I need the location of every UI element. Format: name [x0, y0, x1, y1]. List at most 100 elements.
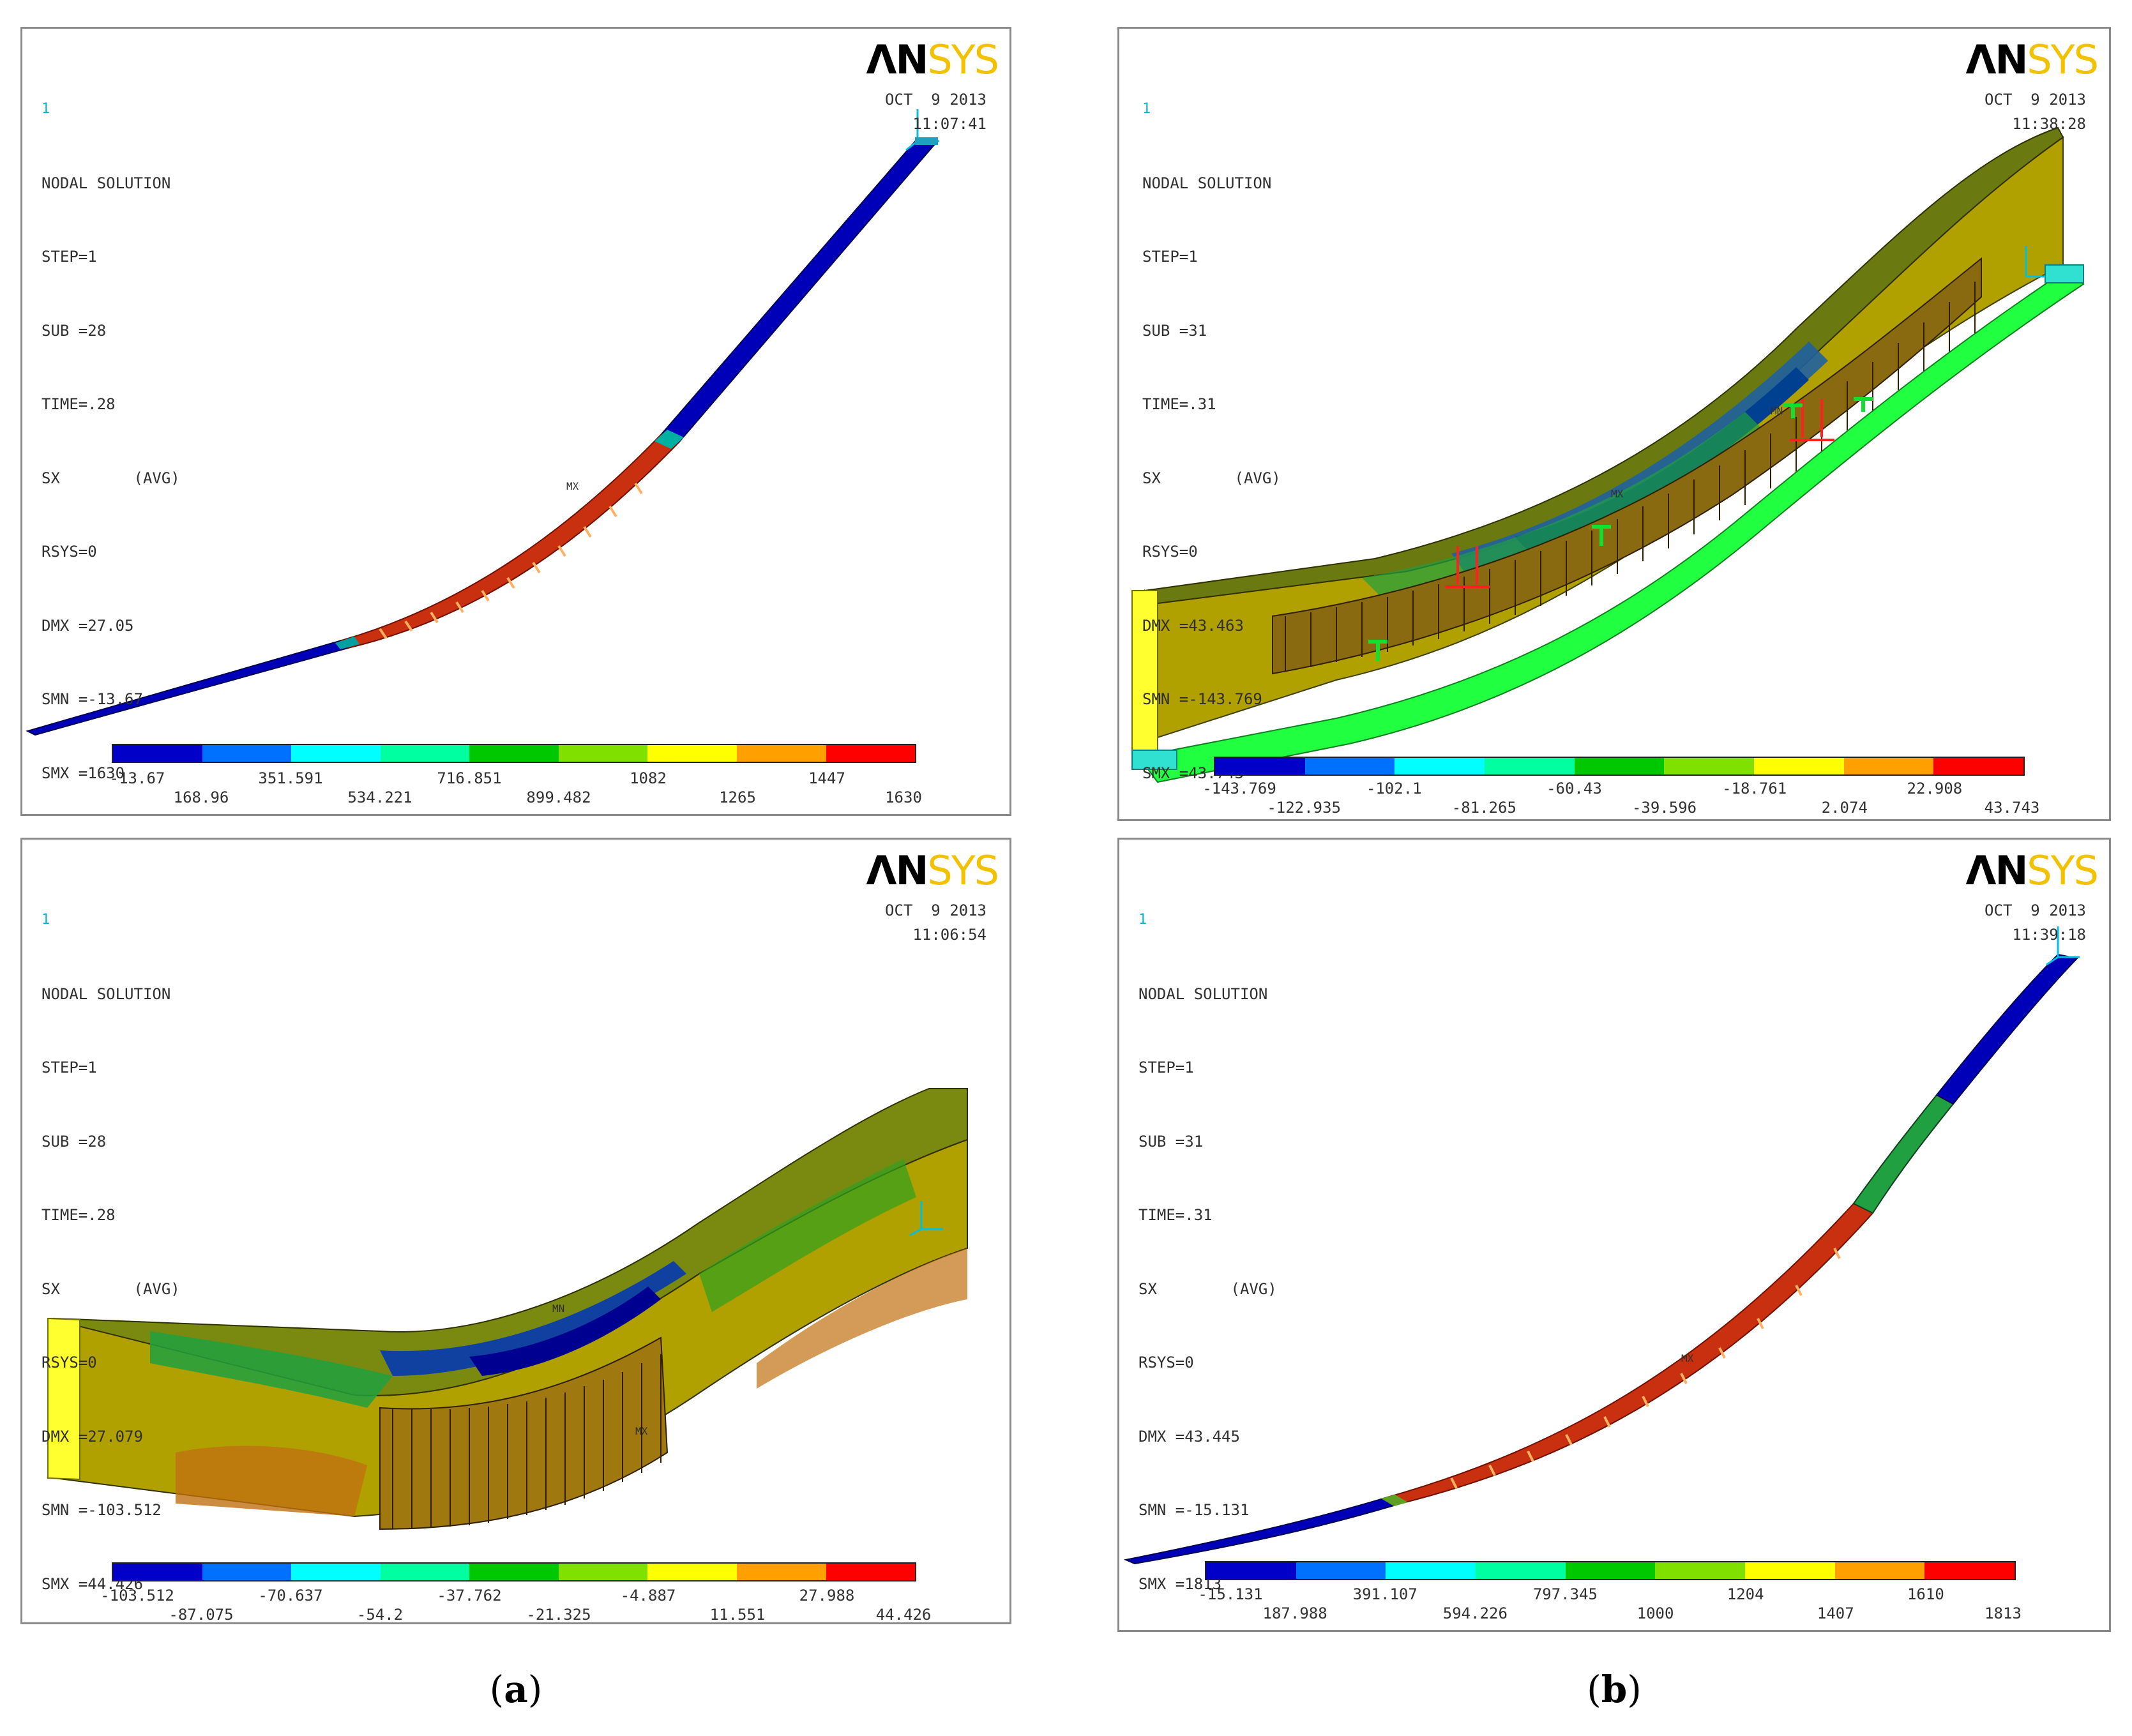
crack-hatching	[379, 482, 643, 640]
color-swatch	[202, 745, 292, 762]
orange-zone-right	[757, 1248, 967, 1389]
green-stress-zone	[1362, 412, 1764, 603]
color-swatch	[1476, 1562, 1566, 1579]
color-bar-label-bottom: 534.221	[347, 789, 412, 806]
color-bar-label-bottom: 44.426	[875, 1606, 932, 1624]
color-bar-label-top: 797.345	[1532, 1585, 1598, 1603]
color-swatch	[1304, 758, 1395, 774]
model-view: MX	[1123, 926, 2080, 1565]
info-block: 1 NODAL SOLUTION STEP=1 SUB =28 TIME=.28…	[42, 859, 180, 1622]
info-block: 1 NODAL SOLUTION STEP=1 SUB =31 TIME=.31…	[1142, 48, 1281, 819]
color-bar-label-top: 1204	[1727, 1585, 1764, 1603]
color-bar-label-top: -70.637	[258, 1587, 323, 1604]
color-bar-label-bottom: 594.226	[1442, 1604, 1508, 1622]
window-number: 1	[1138, 912, 1147, 928]
plate-curved-region	[1386, 1202, 1874, 1505]
color-bar-label-bottom: 1813	[1985, 1604, 2022, 1622]
color-bar-label-bottom: -54.2	[356, 1606, 404, 1624]
cfrp-hatching	[392, 1354, 662, 1529]
color-swatch	[1485, 758, 1575, 774]
color-swatch	[1843, 758, 1934, 774]
color-swatch	[1215, 758, 1305, 774]
color-bar-label-top: -143.769	[1202, 780, 1276, 797]
color-swatch	[558, 1564, 648, 1580]
color-swatch	[1574, 758, 1665, 774]
color-swatch	[113, 1564, 202, 1580]
load-marker-left	[1445, 546, 1490, 588]
color-bar	[112, 1562, 916, 1581]
transition-band-left	[335, 637, 359, 649]
color-swatch	[1206, 1562, 1296, 1579]
axis-triad-icon	[2046, 926, 2080, 966]
color-bar-label-bottom: -122.935	[1267, 799, 1341, 817]
window-number: 1	[42, 101, 50, 117]
window-number: 1	[42, 912, 50, 928]
color-bar-label-top: 351.591	[258, 769, 323, 787]
color-bar-label-top: -13.67	[109, 769, 165, 787]
color-bar-label-top: 391.107	[1352, 1585, 1418, 1603]
plate-segment-right	[660, 137, 935, 444]
window-number: 1	[1142, 101, 1151, 117]
color-bar-label-top: -15.131	[1198, 1585, 1263, 1603]
ansys-logo: ΛNSYS	[1965, 36, 2099, 83]
compression-zone	[380, 1261, 686, 1376]
compression-zone-core	[469, 1287, 661, 1376]
color-swatch	[291, 745, 381, 762]
color-swatch	[736, 1564, 826, 1580]
timestamp: OCT 9 2013 11:07:41	[885, 91, 987, 133]
color-bar-label-bottom: 1265	[719, 789, 756, 806]
color-swatch	[1834, 1562, 1925, 1579]
support-right	[2045, 264, 2084, 283]
mx-marker: MX	[566, 480, 579, 492]
color-swatch	[647, 1564, 737, 1580]
color-bar-label-bottom: 187.988	[1262, 1604, 1327, 1622]
support-marker-icon	[915, 137, 938, 145]
ansys-logo: ΛNSYS	[866, 36, 999, 83]
color-swatch	[380, 745, 470, 762]
color-bar	[112, 744, 916, 763]
panel-b-bottom: MX 1 NODAL SOLUTION STEP=1 SUB =31 TIME=…	[1117, 838, 2111, 1632]
cfrp-wrap-region	[1272, 257, 1982, 675]
color-swatch	[469, 745, 559, 762]
color-swatch	[1754, 758, 1844, 774]
color-bar-label-top: -102.1	[1366, 780, 1422, 797]
transition-band-right	[654, 430, 684, 449]
color-bar	[1205, 1561, 2016, 1580]
mn-marker: MN	[1771, 405, 1783, 417]
support-left	[1131, 750, 1177, 770]
plate-green-transition	[1852, 1094, 1954, 1214]
timestamp: OCT 9 2013 11:06:54	[885, 902, 987, 944]
color-swatch	[469, 1564, 559, 1580]
color-bar-label-top: 1447	[808, 769, 845, 787]
color-swatch	[113, 745, 202, 762]
mx-marker: MX	[1681, 1352, 1694, 1364]
color-swatch	[202, 1564, 292, 1580]
cfrp-wrap-region	[379, 1336, 669, 1530]
crack-hatching	[1450, 1248, 1841, 1489]
mx-marker: MX	[1611, 488, 1624, 500]
color-swatch	[1395, 758, 1485, 774]
model-view: MN MX	[1131, 126, 2085, 783]
axis-triad-icon	[2025, 246, 2045, 278]
orange-zone-bottom	[176, 1445, 367, 1516]
mn-marker: MN	[552, 1302, 564, 1315]
panel-b-top: MN MX 1 NODAL SOLUTION STEP=1 SUB =31 TI…	[1117, 27, 2111, 821]
axis-triad-icon	[909, 1201, 943, 1237]
color-bar	[1214, 757, 2025, 776]
timestamp: OCT 9 2013 11:38:28	[1985, 91, 2086, 133]
color-swatch	[1933, 758, 2024, 774]
color-bar-label-bottom: 168.96	[173, 789, 229, 806]
color-bar-label-bottom: 11.551	[709, 1606, 766, 1624]
model-view: MN MX	[47, 1088, 968, 1530]
model-view: MX	[26, 109, 939, 736]
color-swatch	[380, 1564, 470, 1580]
color-swatch	[1664, 758, 1755, 774]
color-swatch	[291, 1564, 381, 1580]
caption-b: (b)	[1587, 1668, 1642, 1711]
color-bar-label-bottom: -39.596	[1631, 799, 1697, 817]
cp-markers	[1368, 397, 1873, 661]
color-swatch	[1745, 1562, 1835, 1579]
color-bar-label-bottom: 1407	[1817, 1604, 1854, 1622]
color-swatch	[647, 745, 737, 762]
color-bar-label-top: -103.512	[100, 1587, 174, 1604]
